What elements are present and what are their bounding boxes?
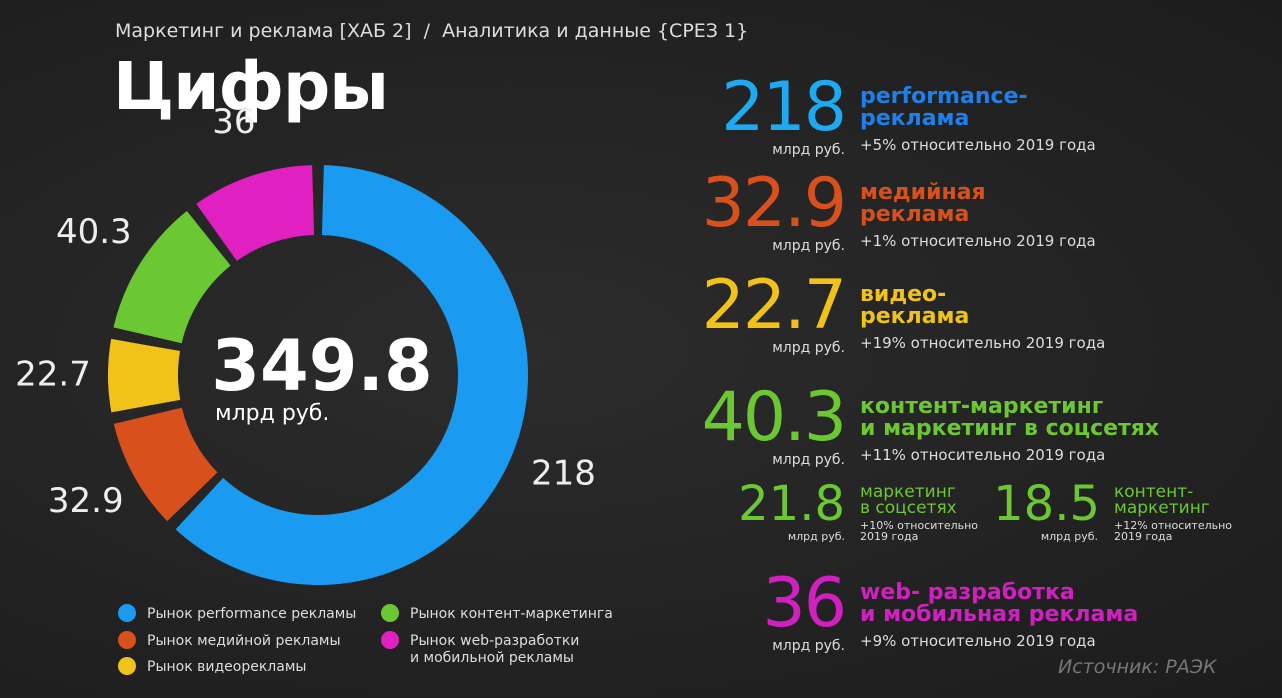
- detail-value: 32.9: [701, 164, 847, 243]
- sub-title: маркетинг в соцсетях: [860, 482, 957, 518]
- sub-note: +12% относительно 2019 года: [1114, 519, 1233, 543]
- donut-segment: [113, 407, 218, 522]
- legend-marker: [118, 657, 136, 675]
- detail-value: 22.7: [701, 266, 847, 345]
- sub-title: контент- маркетинг: [1114, 482, 1210, 518]
- detail-unit: млрд руб.: [772, 142, 845, 158]
- detail-title: performance- реклама: [860, 84, 1028, 131]
- value-label: 218: [531, 453, 596, 493]
- page-title: Цифры: [113, 48, 389, 125]
- detail-note: +19% относительно 2019 года: [860, 334, 1106, 352]
- detail-note: +11% относительно 2019 года: [860, 446, 1106, 464]
- detail-unit: млрд руб.: [772, 452, 845, 468]
- sub-value: 18.5: [993, 476, 1100, 532]
- detail-unit: млрд руб.: [772, 340, 845, 356]
- legend-marker: [118, 631, 136, 649]
- value-label: 36: [212, 102, 255, 142]
- detail-title: web- разработка и мобильная реклама: [860, 580, 1139, 627]
- legend-label: Рынок медийной рекламы: [147, 633, 341, 649]
- legend-marker: [381, 631, 399, 649]
- detail-title: медийная реклама: [860, 180, 986, 227]
- value-label: 32.9: [48, 481, 124, 521]
- detail-row: 218 performance- реклама млрд руб. +5% о…: [0, 74, 1282, 166]
- total-value: 349.8: [211, 325, 432, 407]
- sub-unit: млрд руб.: [1040, 530, 1098, 543]
- sub-value: 21.8: [738, 476, 845, 532]
- detail-value: 218: [721, 68, 847, 147]
- detail-row: 40.3 контент-маркетинг и маркетинг в соц…: [0, 384, 1282, 476]
- breadcrumb: Маркетинг и реклама [ХАБ 2] / Аналитика …: [115, 20, 749, 42]
- detail-row: 36 web- разработка и мобильная реклама м…: [0, 570, 1282, 662]
- detail-value: 36: [762, 564, 847, 643]
- sub-note: +10% относительно 2019 года: [860, 519, 979, 543]
- legend-label: Рынок web-разработки и мобильной рекламы: [410, 633, 579, 666]
- value-label: 40.3: [56, 212, 132, 252]
- donut-segment: [113, 210, 231, 344]
- detail-unit: млрд руб.: [772, 638, 845, 654]
- detail-title: контент-маркетинг и маркетинг в соцсетях: [860, 394, 1160, 441]
- detail-row: 32.9 медийная реклама млрд руб. +1% отно…: [0, 170, 1282, 262]
- total-unit: млрд руб.: [215, 401, 329, 426]
- detail-value: 40.3: [701, 378, 847, 457]
- legend-label: Рынок контент-маркетинга: [410, 606, 613, 622]
- detail-title: видео- реклама: [860, 282, 970, 329]
- source: Источник: РАЭК: [1058, 656, 1217, 678]
- sub-detail-row: 21.8 маркетинг в соцсетях млрд руб. +10%…: [0, 480, 1282, 564]
- detail-row: 22.7 видео- реклама млрд руб. +19% относ…: [0, 272, 1282, 364]
- donut-segment: [175, 165, 528, 585]
- detail-note: +5% относительно 2019 года: [860, 136, 1096, 154]
- legend-marker: [118, 604, 136, 622]
- sub-unit: млрд руб.: [787, 530, 845, 543]
- detail-unit: млрд руб.: [772, 238, 845, 254]
- detail-note: +9% относительно 2019 года: [860, 632, 1096, 650]
- detail-note: +1% относительно 2019 года: [860, 232, 1096, 250]
- legend-label: Рынок видеорекламы: [147, 659, 306, 675]
- legend-label: Рынок performance рекламы: [147, 606, 356, 622]
- donut-segment: [196, 165, 315, 261]
- value-label: 22.7: [15, 354, 91, 394]
- legend-marker: [381, 604, 399, 622]
- donut-segment: [107, 338, 181, 413]
